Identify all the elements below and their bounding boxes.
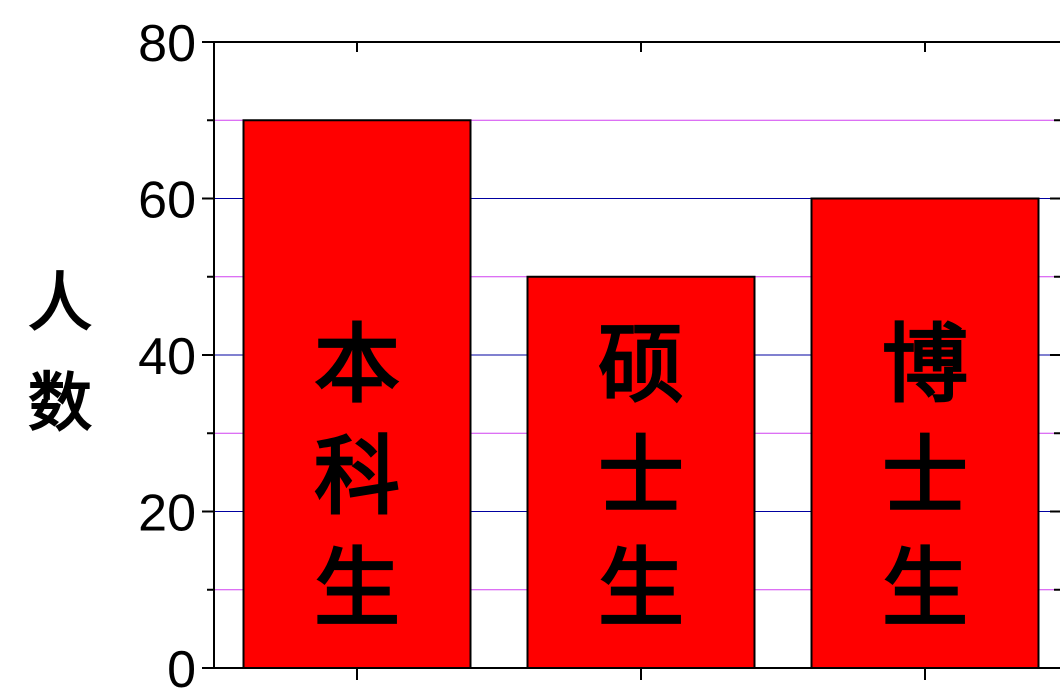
y-tick-label: 40 (138, 328, 196, 386)
y-tick-labels: 0 20 40 60 80 (138, 15, 196, 689)
y-tick-label: 0 (167, 641, 196, 689)
bar-label-char: 生 (314, 538, 400, 639)
bar-label-char: 硕 (598, 314, 684, 415)
bar-label-char: 生 (598, 538, 684, 639)
y-tick-label: 80 (138, 15, 196, 73)
bar (526, 275, 756, 669)
bar-label-char: 本 (314, 314, 400, 415)
bar-label-char: 生 (882, 538, 968, 639)
bar-label-char: 博 (882, 314, 968, 415)
y-axis-label: 人数 (28, 266, 92, 441)
axes (202, 41, 1060, 680)
y-tick-label: 20 (138, 485, 196, 543)
y-axis-label-char: 人 (28, 266, 92, 341)
bar-label-char: 士 (598, 426, 684, 527)
bar (242, 119, 472, 669)
bar-label-char: 科 (314, 426, 400, 527)
y-tick-label: 60 (138, 172, 196, 230)
y-axis-label-char: 数 (28, 366, 92, 441)
bar (810, 197, 1040, 669)
bar-label-char: 士 (882, 426, 968, 527)
